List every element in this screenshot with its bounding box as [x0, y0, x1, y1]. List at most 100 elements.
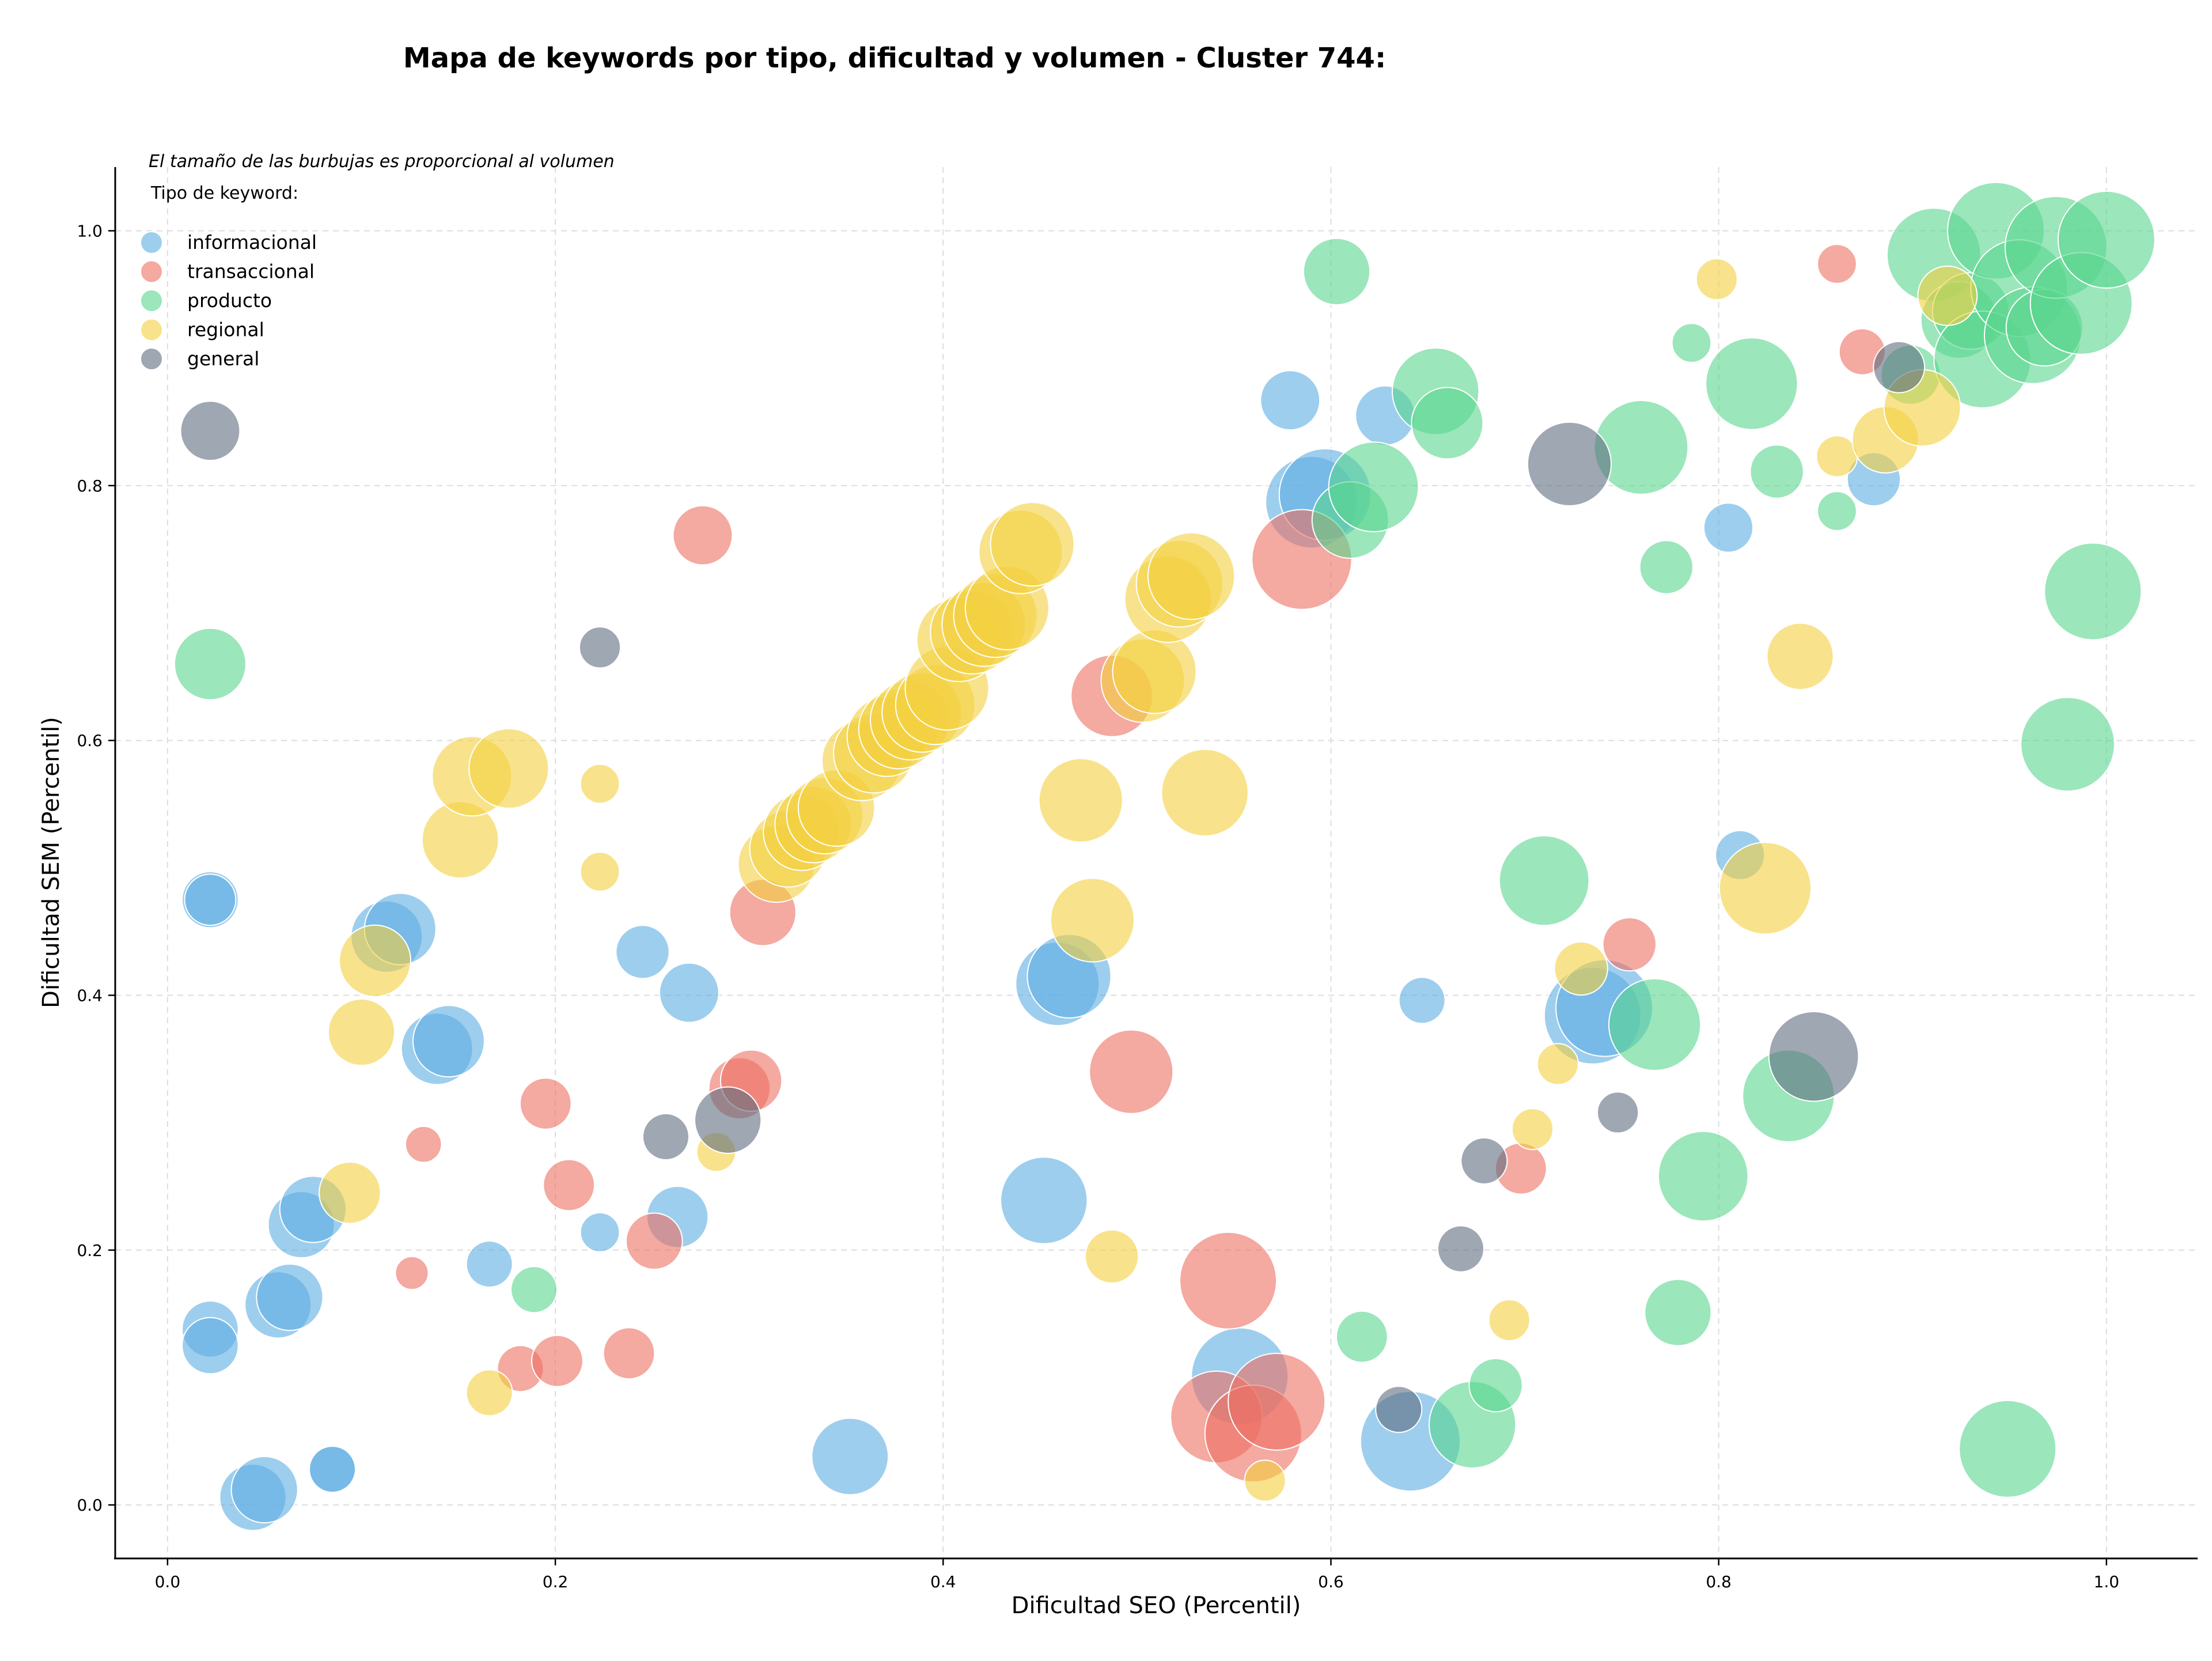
bubble-informacional	[658, 962, 719, 1023]
bubble-producto	[1302, 237, 1371, 305]
bubble-producto	[2044, 542, 2142, 641]
x-axis-label: Dificultad SEO (Percentil)	[1012, 1592, 1301, 1619]
bubble-producto	[1335, 1310, 1388, 1363]
legend-label: informacional	[187, 231, 317, 253]
bubble-regional	[1488, 1299, 1531, 1342]
legend-item-producto: producto	[140, 289, 272, 312]
bubble-layer	[173, 181, 2156, 1531]
bubble-general	[1460, 1137, 1508, 1185]
bubble-general	[1873, 340, 1926, 394]
bubble-producto	[1671, 323, 1712, 364]
y-tick-label: 1.0	[77, 222, 103, 241]
bubble-informacional	[811, 1417, 889, 1496]
legend-item-transaccional: transaccional	[140, 260, 315, 283]
x-tick-label: 0.2	[543, 1572, 569, 1591]
x-tick-label: 0.8	[1706, 1572, 1732, 1591]
bubble-regional	[1766, 622, 1834, 690]
bubble-general	[180, 400, 241, 461]
legend-item-informacional: informacional	[140, 231, 317, 254]
x-tick-label: 0.6	[1318, 1572, 1344, 1591]
bubble-regional	[1112, 629, 1197, 714]
bubble-regional	[465, 1369, 513, 1417]
legend-item-regional: regional	[140, 318, 264, 342]
bubble-transaccional	[625, 1212, 683, 1270]
bubble-producto	[1644, 1278, 1712, 1346]
bubble-regional	[1695, 258, 1738, 301]
bubble-transaccional	[1817, 244, 1857, 284]
bubble-producto	[1749, 444, 1804, 499]
legend: Tipo de keyword: informacional transaccio…	[140, 183, 317, 370]
series-transaccional	[395, 244, 1886, 1483]
bubble-producto	[1639, 540, 1694, 595]
bubble-producto	[1657, 1130, 1749, 1222]
legend-label: regional	[187, 319, 264, 341]
bubble-regional	[1917, 265, 1978, 326]
bubble-regional	[1816, 435, 1858, 478]
bubble-informacional	[1398, 977, 1446, 1024]
bubble-producto	[1608, 978, 1702, 1071]
bubble-informacional	[230, 1455, 298, 1524]
bubble-producto	[2057, 191, 2156, 289]
axes	[114, 167, 2198, 1560]
bubble-regional	[327, 998, 396, 1066]
bubble-regional	[339, 924, 412, 997]
bubble-general	[694, 1086, 762, 1154]
tick-layer: 0.0 0.2 0.4 0.6 0.8 1.0 0.0 0.2 0.4 0.6 0.8 1.0	[77, 222, 2119, 1591]
bubble-general	[642, 1113, 690, 1160]
x-tick-label: 1.0	[2094, 1572, 2120, 1591]
bubble-informacional	[1260, 370, 1321, 431]
chart-title: Mapa de keywords por tipo, dificultad y …	[403, 42, 1386, 74]
bubble-informacional	[412, 1005, 485, 1078]
y-tick-label: 0.6	[77, 731, 103, 750]
bubble-regional	[1554, 941, 1608, 996]
bubble-producto	[1705, 337, 1798, 430]
bubble-general	[578, 626, 622, 669]
y-axis-label: Dificultad SEM (Percentil)	[38, 717, 65, 1008]
bubble-informacional	[308, 1446, 356, 1493]
bubble-informacional	[184, 873, 237, 926]
legend-marker	[140, 289, 163, 312]
x-tick-label: 0.4	[930, 1572, 956, 1591]
legend-label: general	[187, 347, 259, 370]
legend-label: producto	[187, 289, 272, 312]
bubble-regional	[1147, 532, 1236, 620]
bubble-regional	[579, 852, 620, 892]
bubble-regional	[1511, 1108, 1554, 1151]
bubble-informacional	[615, 925, 670, 979]
bubble-regional	[468, 728, 550, 809]
y-tick-label: 0.0	[77, 1496, 103, 1515]
bubble-producto	[510, 1266, 558, 1314]
bubble-producto	[1468, 1358, 1523, 1413]
bubble-informacional	[256, 1263, 324, 1331]
y-tick-label: 0.2	[77, 1241, 103, 1260]
bubble-regional	[579, 763, 620, 804]
bubble-producto	[1817, 491, 1857, 531]
bubble-transaccional	[672, 505, 733, 566]
bubble-general	[1437, 1225, 1484, 1273]
y-tick-label: 0.8	[77, 476, 103, 495]
bubble-transaccional	[1179, 1231, 1278, 1330]
legend-marker	[140, 260, 163, 283]
legend-label: transaccional	[187, 260, 315, 283]
bubble-transaccional	[531, 1334, 584, 1387]
bubble-regional	[1244, 1459, 1286, 1502]
bubble-regional	[1161, 748, 1249, 837]
bubble-producto	[2020, 697, 2115, 792]
x-tick-label: 0.0	[155, 1572, 181, 1591]
bubble-transaccional	[1089, 1029, 1174, 1114]
bubble-transaccional	[543, 1159, 596, 1212]
series-regional	[319, 258, 1978, 1502]
bubble-transaccional	[1602, 917, 1657, 972]
bubble-transaccional	[1228, 1352, 1326, 1451]
bubble-regional	[1718, 842, 1812, 935]
legend-marker	[140, 347, 163, 370]
bubble-transaccional	[519, 1077, 572, 1130]
legend-marker	[140, 318, 163, 342]
bubble-informacional	[1703, 502, 1754, 553]
bubble-producto	[1411, 387, 1484, 460]
bubble-transaccional	[404, 1126, 442, 1163]
series-general	[180, 340, 1926, 1433]
bubble-producto	[1498, 835, 1590, 926]
bubble-regional	[1050, 877, 1135, 963]
